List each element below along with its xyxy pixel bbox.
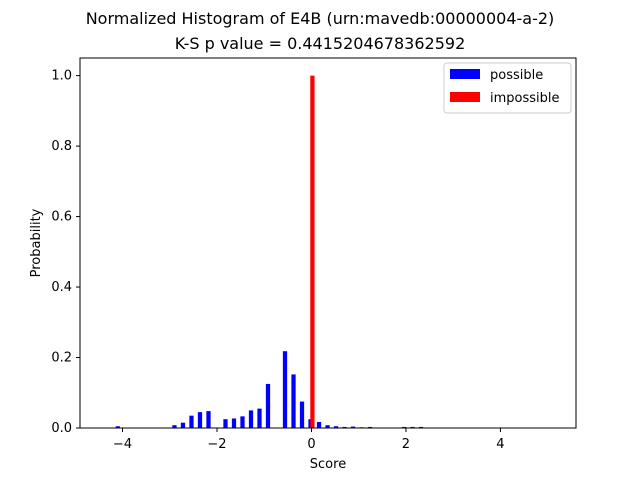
x-tick-label: 0 [307, 437, 315, 452]
legend-swatch-possible [450, 69, 480, 79]
bars-layer [115, 75, 424, 428]
bar-possible-0 [115, 426, 120, 428]
bar-possible-19 [342, 426, 347, 428]
legend-label-impossible: impossible [490, 91, 560, 106]
y-tick-label: 0.4 [51, 280, 72, 295]
y-tick-label: 0.0 [51, 421, 72, 436]
bar-possible-7 [231, 418, 237, 428]
x-tick-label: 4 [496, 437, 504, 452]
bar-possible-20 [350, 426, 356, 428]
bar-possible-1 [172, 425, 177, 428]
y-tick-label: 0.8 [51, 139, 72, 154]
bar-possible-25 [418, 426, 424, 428]
x-tick-label: 2 [402, 437, 410, 452]
y-tick-label: 0.2 [51, 351, 72, 366]
bar-possible-22 [367, 426, 373, 428]
plot-frame [79, 57, 577, 429]
bar-possible-9 [248, 410, 254, 428]
legend: possible impossible [443, 62, 572, 114]
bar-impossible-0 [310, 75, 315, 428]
bar-possible-11 [265, 383, 271, 428]
x-tick-label: −2 [207, 437, 226, 452]
axes: −4 −2 0 2 4 0.0 0.2 0.4 0.6 0.8 1.0 [51, 69, 504, 452]
legend-swatch-impossible [450, 92, 480, 102]
chart-subtitle: K-S p value = 0.4415204678362592 [175, 34, 466, 53]
bar-possible-5 [206, 411, 211, 428]
y-axis-label: Probability [29, 208, 44, 277]
x-tick-label: −4 [113, 437, 132, 452]
bar-possible-4 [197, 412, 203, 428]
bar-possible-23 [401, 426, 407, 428]
bar-possible-3 [189, 415, 194, 428]
chart-title: Normalized Histogram of E4B (urn:mavedb:… [86, 9, 555, 28]
bar-possible-16 [316, 422, 322, 428]
bar-possible-24 [410, 426, 415, 428]
legend-label-possible: possible [490, 68, 543, 83]
bar-possible-17 [325, 425, 330, 428]
bar-possible-13 [291, 374, 296, 428]
y-tick-label: 1.0 [51, 69, 72, 84]
bar-possible-12 [282, 351, 288, 428]
bar-possible-18 [333, 426, 339, 428]
bar-possible-6 [223, 419, 228, 428]
bar-possible-10 [257, 408, 262, 428]
y-tick-label: 0.6 [51, 210, 72, 225]
x-axis-label: Score [310, 457, 346, 472]
bar-possible-2 [180, 422, 186, 428]
bar-possible-14 [299, 401, 305, 428]
bar-possible-8 [240, 416, 245, 428]
